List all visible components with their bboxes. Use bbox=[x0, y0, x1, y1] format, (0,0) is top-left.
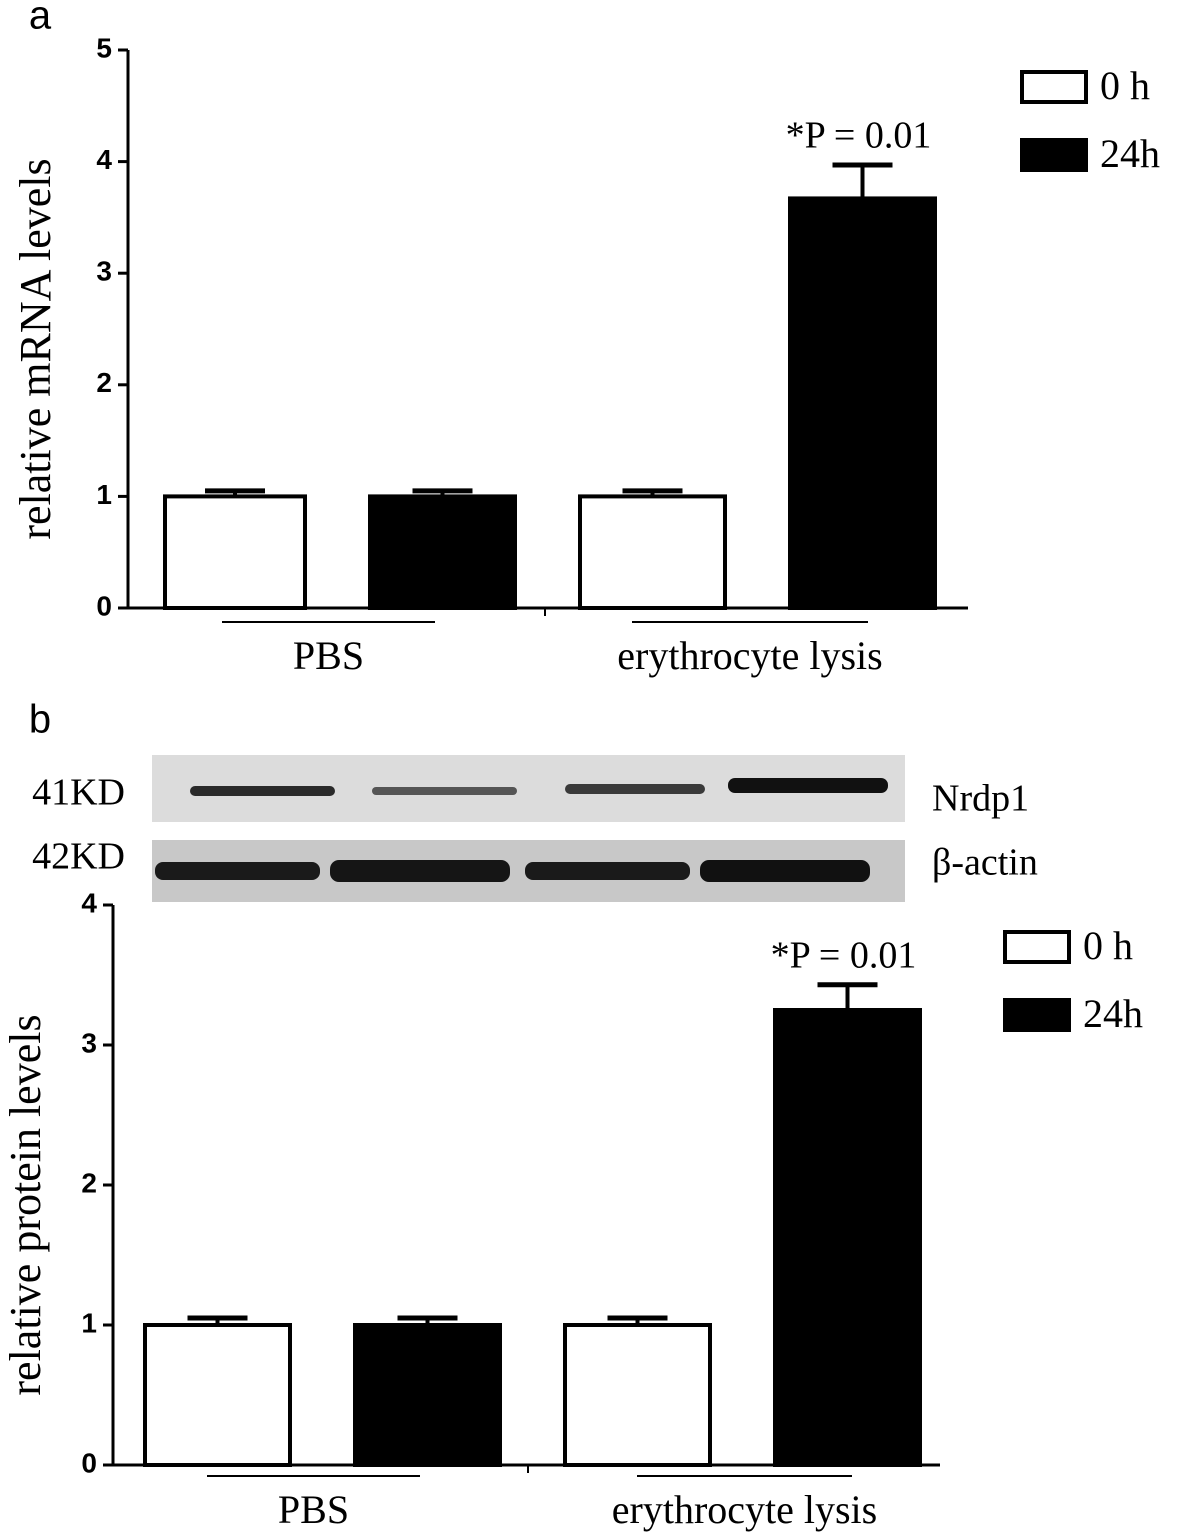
x-tick-label: erythrocyte lysis bbox=[612, 1487, 878, 1532]
annotation: *P = 0.01 bbox=[786, 115, 932, 157]
blot-band bbox=[525, 862, 690, 880]
blot-band bbox=[565, 784, 705, 794]
y-tick-label: 0 bbox=[96, 590, 112, 621]
y-tick-label: 4 bbox=[81, 887, 97, 918]
y-tick-label: 5 bbox=[96, 32, 112, 63]
y-tick-label: 2 bbox=[96, 367, 112, 398]
legend-swatch bbox=[1020, 70, 1088, 104]
blot-weight-label: 41KD bbox=[32, 772, 125, 814]
blot-weight-label: 42KD bbox=[32, 836, 125, 878]
blot-band bbox=[700, 860, 870, 882]
bar bbox=[163, 494, 307, 610]
annotation: *P = 0.01 bbox=[771, 935, 917, 977]
y-axis-label: relative protein levels bbox=[1, 1014, 50, 1395]
y-tick-label: 3 bbox=[96, 256, 112, 287]
bar bbox=[143, 1323, 292, 1467]
legend-swatch bbox=[1003, 998, 1071, 1032]
x-tick-label: erythrocyte lysis bbox=[617, 633, 883, 678]
blot-protein-label: β-actin bbox=[932, 842, 1038, 884]
legend-label: 24h bbox=[1083, 991, 1143, 1036]
bar bbox=[773, 1008, 922, 1467]
blot-band bbox=[190, 786, 335, 796]
y-tick-label: 1 bbox=[96, 479, 112, 510]
bar bbox=[563, 1323, 712, 1467]
x-tick-label: PBS bbox=[293, 633, 364, 678]
y-tick-label: 4 bbox=[96, 144, 112, 175]
legend-label: 0 h bbox=[1083, 923, 1133, 968]
blot-band bbox=[155, 862, 320, 880]
y-tick-label: 1 bbox=[81, 1307, 97, 1338]
y-tick-label: 3 bbox=[81, 1027, 97, 1058]
blot-band bbox=[372, 787, 517, 795]
bar bbox=[578, 494, 727, 610]
bar bbox=[353, 1323, 502, 1467]
blot-protein-label: Nrdp1 bbox=[932, 778, 1029, 820]
y-tick-label: 0 bbox=[81, 1447, 97, 1478]
y-axis-label: relative mRNA levels bbox=[11, 158, 60, 539]
legend-swatch bbox=[1003, 930, 1071, 964]
legend-label: 24h bbox=[1100, 131, 1160, 176]
x-tick-label: PBS bbox=[278, 1487, 349, 1532]
bar bbox=[368, 494, 517, 610]
blot-band bbox=[728, 778, 888, 793]
blot-band bbox=[330, 860, 510, 882]
panel-label: a bbox=[29, 0, 52, 38]
legend-label: 0 h bbox=[1100, 63, 1150, 108]
bar bbox=[788, 196, 937, 610]
y-tick-label: 2 bbox=[81, 1167, 97, 1198]
panel-label: b bbox=[29, 698, 51, 742]
blot bbox=[152, 755, 905, 902]
legend-swatch bbox=[1020, 138, 1088, 172]
